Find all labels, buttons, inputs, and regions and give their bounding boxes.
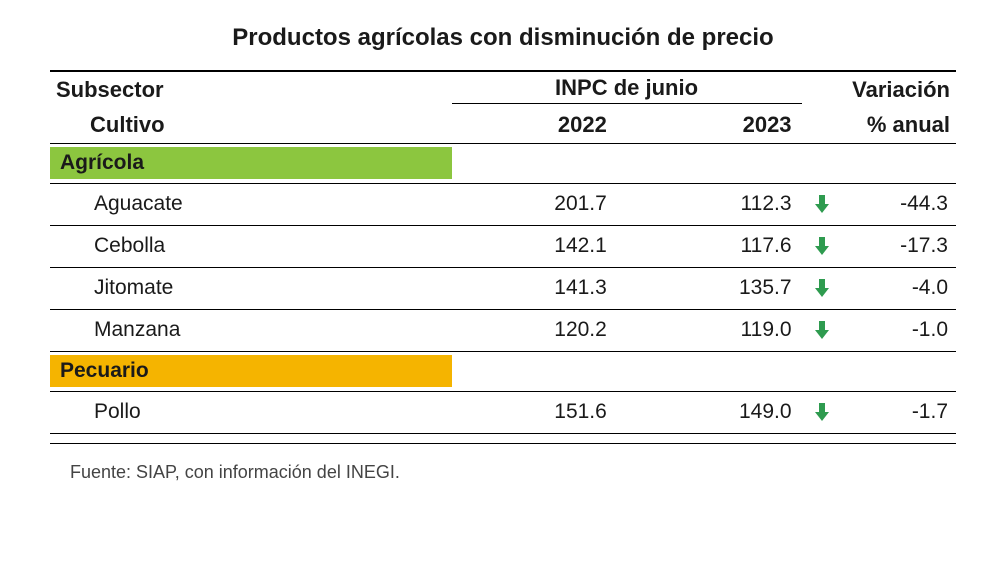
arrow-down-icon bbox=[802, 391, 843, 433]
col-header-variacion: Variación bbox=[802, 71, 956, 107]
col-header-cultivo: Cultivo bbox=[50, 107, 452, 143]
value-2022: 120.2 bbox=[452, 309, 637, 351]
value-2022: 141.3 bbox=[452, 267, 637, 309]
value-2022: 142.1 bbox=[452, 225, 637, 267]
value-2023: 119.0 bbox=[637, 309, 802, 351]
table-row: Jitomate141.3135.7 -4.0 bbox=[50, 267, 956, 309]
value-2023: 117.6 bbox=[637, 225, 802, 267]
col-header-subsector: Subsector bbox=[50, 71, 452, 107]
footnote: Fuente: SIAP, con información del INEGI. bbox=[50, 462, 956, 483]
table-row: Manzana120.2119.0 -1.0 bbox=[50, 309, 956, 351]
col-header-pct-anual: % anual bbox=[802, 107, 956, 143]
table-row: Pollo151.6149.0 -1.7 bbox=[50, 391, 956, 433]
price-table: Subsector INPC de junio Variación Cultiv… bbox=[50, 70, 956, 444]
value-variation: -1.7 bbox=[843, 391, 956, 433]
value-2023: 112.3 bbox=[637, 183, 802, 225]
value-variation: -4.0 bbox=[843, 267, 956, 309]
value-variation: -1.0 bbox=[843, 309, 956, 351]
arrow-down-icon bbox=[802, 225, 843, 267]
arrow-down-icon bbox=[802, 309, 843, 351]
section-header: Agrícola bbox=[50, 143, 452, 183]
crop-name: Cebolla bbox=[50, 225, 452, 267]
crop-name: Aguacate bbox=[50, 183, 452, 225]
value-2022: 151.6 bbox=[452, 391, 637, 433]
col-header-2022: 2022 bbox=[452, 107, 637, 143]
table-row: Cebolla142.1117.6 -17.3 bbox=[50, 225, 956, 267]
value-variation: -17.3 bbox=[843, 225, 956, 267]
value-2023: 149.0 bbox=[637, 391, 802, 433]
crop-name: Pollo bbox=[50, 391, 452, 433]
crop-name: Manzana bbox=[50, 309, 452, 351]
table-row: Aguacate201.7112.3 -44.3 bbox=[50, 183, 956, 225]
arrow-down-icon bbox=[802, 267, 843, 309]
section-header: Pecuario bbox=[50, 351, 452, 391]
value-2023: 135.7 bbox=[637, 267, 802, 309]
page-title: Productos agrícolas con disminución de p… bbox=[50, 24, 956, 52]
col-header-2023: 2023 bbox=[637, 107, 802, 143]
arrow-down-icon bbox=[802, 183, 843, 225]
value-2022: 201.7 bbox=[452, 183, 637, 225]
col-header-inpc: INPC de junio bbox=[452, 75, 802, 104]
value-variation: -44.3 bbox=[843, 183, 956, 225]
crop-name: Jitomate bbox=[50, 267, 452, 309]
